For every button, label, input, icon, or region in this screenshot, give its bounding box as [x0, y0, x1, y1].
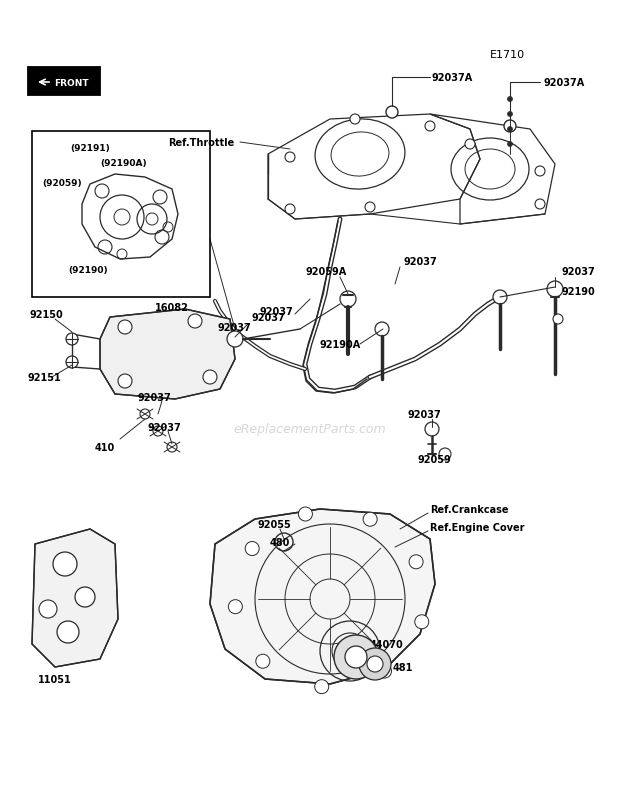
Circle shape — [345, 646, 367, 668]
Text: (92190): (92190) — [68, 265, 108, 274]
Text: 92059: 92059 — [418, 454, 452, 465]
Circle shape — [363, 513, 377, 526]
Circle shape — [66, 333, 78, 345]
Circle shape — [508, 113, 513, 118]
Text: 44070: 44070 — [370, 639, 404, 649]
Text: 92059A: 92059A — [305, 267, 346, 277]
Text: 92037: 92037 — [260, 307, 294, 316]
Circle shape — [493, 290, 507, 305]
Circle shape — [334, 635, 378, 679]
Circle shape — [535, 167, 545, 177]
Circle shape — [167, 443, 177, 453]
Circle shape — [508, 142, 513, 148]
Text: 92037A: 92037A — [543, 78, 584, 88]
Circle shape — [228, 600, 242, 614]
Text: Ref.Throttle: Ref.Throttle — [168, 138, 234, 148]
Text: 92037A: 92037A — [432, 73, 473, 83]
Circle shape — [285, 152, 295, 163]
Circle shape — [39, 600, 57, 618]
Text: eReplacementParts.com: eReplacementParts.com — [234, 423, 386, 436]
Circle shape — [53, 552, 77, 577]
Circle shape — [504, 121, 516, 133]
Text: 92037: 92037 — [408, 410, 441, 419]
Text: 481: 481 — [393, 663, 414, 672]
Text: 480: 480 — [270, 538, 290, 547]
Circle shape — [140, 410, 150, 419]
Circle shape — [340, 292, 356, 307]
Circle shape — [547, 281, 563, 298]
Bar — [32, 132, 210, 298]
Text: Ref.Crankcase: Ref.Crankcase — [430, 504, 508, 514]
Circle shape — [118, 320, 132, 335]
Polygon shape — [100, 310, 235, 400]
Circle shape — [153, 427, 163, 436]
Circle shape — [227, 332, 243, 348]
Circle shape — [535, 200, 545, 210]
Circle shape — [386, 107, 398, 119]
Circle shape — [285, 204, 295, 215]
Text: (92059): (92059) — [42, 178, 82, 187]
Circle shape — [367, 656, 383, 672]
Circle shape — [188, 315, 202, 328]
Text: 92037: 92037 — [404, 257, 438, 267]
Text: (92190A): (92190A) — [100, 158, 146, 167]
Circle shape — [75, 587, 95, 607]
Circle shape — [415, 615, 429, 629]
Circle shape — [118, 375, 132, 388]
Text: (92191): (92191) — [70, 144, 110, 152]
Text: 92037: 92037 — [562, 267, 596, 277]
Text: 92037: 92037 — [252, 312, 286, 323]
Text: FRONT: FRONT — [54, 79, 89, 88]
Text: 410: 410 — [95, 443, 115, 453]
Polygon shape — [32, 530, 118, 667]
Circle shape — [508, 97, 513, 102]
Circle shape — [57, 621, 79, 643]
Circle shape — [425, 122, 435, 132]
FancyBboxPatch shape — [28, 68, 100, 96]
Text: 16082: 16082 — [155, 303, 189, 312]
Circle shape — [508, 127, 513, 132]
Circle shape — [350, 115, 360, 125]
Circle shape — [378, 664, 391, 678]
Text: Ref.Engine Cover: Ref.Engine Cover — [430, 522, 525, 532]
Text: E1710: E1710 — [490, 50, 525, 60]
Circle shape — [439, 448, 451, 461]
Text: 92150: 92150 — [30, 310, 64, 320]
Circle shape — [245, 542, 259, 556]
Circle shape — [256, 654, 270, 668]
Circle shape — [359, 648, 391, 680]
Text: 92055: 92055 — [258, 519, 292, 530]
Text: 92037: 92037 — [138, 393, 172, 402]
Circle shape — [365, 203, 375, 212]
Circle shape — [409, 555, 423, 569]
Text: 92190: 92190 — [562, 286, 596, 297]
Circle shape — [315, 680, 329, 693]
Text: 92190A: 92190A — [320, 340, 361, 350]
Circle shape — [425, 423, 439, 436]
Text: 92151: 92151 — [28, 372, 62, 383]
Circle shape — [375, 323, 389, 337]
Circle shape — [298, 508, 312, 521]
Text: 92037: 92037 — [148, 423, 182, 432]
Polygon shape — [210, 509, 435, 684]
Circle shape — [553, 315, 563, 324]
Text: 11051: 11051 — [38, 674, 72, 684]
Text: 92037: 92037 — [218, 323, 252, 333]
Circle shape — [66, 357, 78, 368]
Circle shape — [465, 139, 475, 150]
Circle shape — [203, 371, 217, 384]
